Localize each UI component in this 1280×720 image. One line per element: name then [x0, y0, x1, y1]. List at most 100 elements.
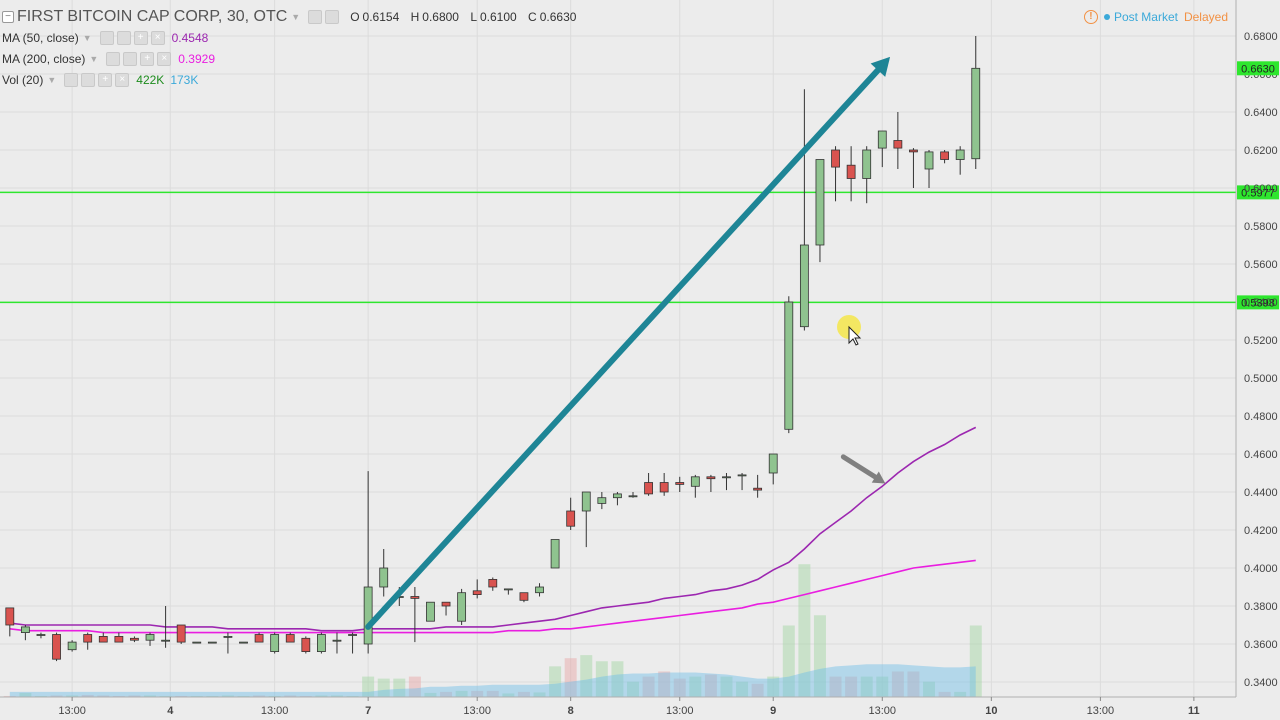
close-icon[interactable]: × — [157, 52, 172, 66]
volume-bar — [533, 692, 546, 697]
volume-bar — [190, 695, 203, 697]
settings-icon[interactable] — [123, 52, 138, 66]
price-tick-label: 0.5200 — [1244, 335, 1278, 347]
candle-body — [207, 641, 217, 644]
indicator-ma50[interactable]: MA (50, close) ▼ + × 0.4548 — [2, 31, 208, 45]
delayed-label: Delayed — [1183, 10, 1228, 24]
candle-body — [254, 634, 264, 643]
candle-body — [36, 634, 46, 636]
plus-icon[interactable]: + — [140, 52, 155, 66]
time-tick-label: 10 — [985, 705, 997, 717]
market-status[interactable]: ! Post Market Delayed — [1083, 10, 1228, 24]
time-tick-label: 4 — [167, 705, 174, 717]
price-axis[interactable]: 0.5977 0.5398 0.3400 0.3600 0.3800 0.4000 0.42… — [1235, 0, 1279, 697]
candle-body — [862, 149, 872, 179]
volume-bar — [720, 676, 733, 697]
indicator-value: 0.3929 — [178, 52, 215, 66]
grid — [0, 0, 1236, 697]
indicator-label: Vol (20) — [2, 73, 44, 87]
volume-ma-area — [9, 664, 976, 697]
volume-bar — [206, 695, 219, 697]
eye-icon[interactable] — [106, 52, 121, 66]
time-axis[interactable]: 13:00413:00713:00813:00913:001013:001113… — [0, 696, 1280, 717]
price-tick-label: 0.4200 — [1244, 525, 1278, 537]
candle-body — [955, 149, 965, 160]
candle-body — [52, 634, 61, 660]
ma-pointer-arrow — [840, 454, 878, 480]
plus-icon[interactable]: + — [133, 31, 148, 45]
price-tick-label: 0.6200 — [1244, 145, 1278, 157]
volume-bar — [595, 661, 608, 697]
symbol-row: − FIRST BITCOIN CAP CORP, 30, OTC ▼ O 0.6… — [2, 8, 584, 26]
indicator-volume[interactable]: Vol (20) ▼ + × 422K 173K — [2, 73, 198, 87]
volume-bar — [627, 681, 639, 697]
volume-bar — [876, 676, 889, 697]
volume-bar — [517, 691, 530, 697]
last-price-label: 0.6630 — [1241, 63, 1275, 75]
volume-bar — [237, 695, 250, 697]
volume-bar — [284, 695, 297, 697]
time-tick-label: 13:00 — [463, 705, 491, 717]
price-tick-label: 0.4600 — [1244, 449, 1278, 461]
candle-body — [130, 637, 139, 641]
volume-bar — [736, 681, 749, 697]
volume-bar — [144, 695, 157, 697]
volume-bar — [751, 683, 764, 697]
volume-bar — [923, 681, 936, 697]
close-icon[interactable]: × — [115, 73, 130, 87]
chevron-down-icon[interactable]: ▼ — [47, 75, 57, 85]
time-tick-label: 13:00 — [1087, 705, 1115, 717]
settings-icon[interactable] — [325, 10, 340, 24]
candle-body — [784, 301, 794, 430]
volume-bar — [829, 676, 842, 697]
chevron-down-icon[interactable]: ▼ — [82, 33, 92, 43]
settings-icon[interactable] — [81, 73, 96, 87]
volume-bar — [159, 695, 172, 697]
indicator-ma200[interactable]: MA (200, close) ▼ + × 0.3929 — [2, 52, 215, 66]
candle-body — [799, 244, 809, 328]
candle-body — [909, 149, 918, 153]
horizontal-lines[interactable] — [0, 191, 1236, 304]
candle-body — [722, 476, 731, 479]
volume-bar — [549, 666, 562, 697]
candle-body — [83, 634, 93, 643]
eye-icon[interactable] — [308, 10, 323, 24]
volume-bar — [299, 695, 312, 697]
indicator-value: 422K — [136, 73, 165, 87]
settings-icon[interactable] — [116, 31, 131, 45]
annotations — [365, 56, 891, 630]
volume-bar — [97, 695, 110, 697]
candle-body — [285, 634, 295, 643]
price-tick-label: 0.5600 — [1244, 259, 1278, 271]
eye-icon[interactable] — [64, 73, 79, 87]
last-price-tag — [1237, 61, 1279, 76]
plus-icon[interactable]: + — [98, 73, 113, 87]
volume-bar — [175, 695, 188, 697]
volume-bar — [330, 695, 343, 697]
chevron-down-icon[interactable]: ▼ — [291, 12, 301, 22]
volume-bar — [66, 695, 79, 697]
ma50-line — [9, 426, 977, 632]
close-icon[interactable]: × — [150, 31, 165, 45]
mouse-cursor — [837, 315, 862, 346]
collapse-icon[interactable]: − — [2, 11, 14, 23]
candle-body — [753, 487, 763, 491]
volume-bar — [81, 694, 94, 697]
chevron-down-icon[interactable]: ▼ — [89, 54, 99, 64]
volume-bar — [580, 655, 593, 697]
candle-body — [940, 151, 949, 160]
eye-icon[interactable] — [99, 31, 114, 45]
candle-body — [176, 624, 186, 643]
candle-body — [628, 495, 638, 498]
volume-bar — [268, 695, 281, 697]
trend-arrow-head — [870, 56, 891, 77]
indicator-value: 0.4548 — [171, 31, 209, 45]
volume-bar — [658, 671, 671, 697]
horizontal-line-price-tag — [1237, 295, 1279, 310]
price-tick-label: 0.4800 — [1244, 411, 1278, 423]
candle-body — [441, 601, 451, 607]
time-tick-label: 8 — [568, 705, 574, 717]
volume-bar — [253, 695, 266, 697]
candle-body — [877, 130, 887, 149]
